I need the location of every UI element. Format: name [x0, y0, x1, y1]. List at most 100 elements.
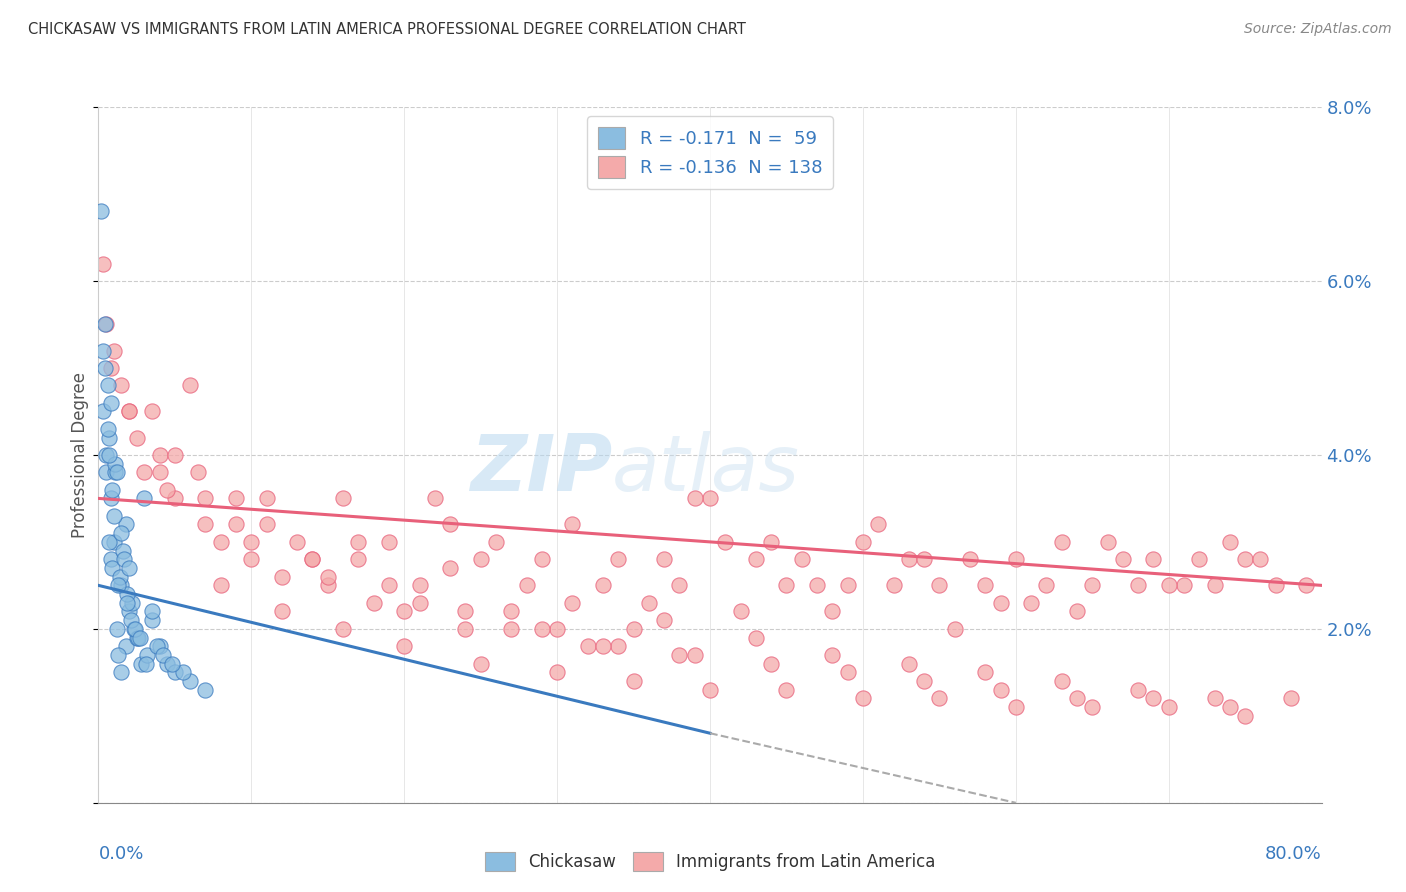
- Point: [1128, 578, 1150, 592]
- Point: [561, 517, 583, 532]
- Point: [270, 605, 294, 619]
- Point: [120, 613, 142, 627]
- Point: [240, 535, 263, 549]
- Point: [270, 570, 294, 584]
- Point: [378, 535, 401, 549]
- Point: [1204, 691, 1226, 706]
- Point: [592, 578, 614, 592]
- Point: [761, 657, 783, 671]
- Point: [118, 404, 141, 418]
- Point: [439, 561, 461, 575]
- Point: [332, 491, 354, 506]
- Point: [105, 622, 128, 636]
- Point: [1081, 578, 1104, 592]
- Text: Source: ZipAtlas.com: Source: ZipAtlas.com: [1244, 22, 1392, 37]
- Point: [990, 596, 1012, 610]
- Point: [897, 657, 920, 671]
- Point: [152, 648, 174, 662]
- Point: [516, 578, 538, 592]
- Point: [852, 535, 875, 549]
- Point: [332, 622, 354, 636]
- Point: [638, 596, 661, 610]
- Point: [1142, 552, 1164, 566]
- Point: [623, 674, 645, 689]
- Point: [172, 665, 194, 680]
- Point: [103, 343, 125, 358]
- Point: [501, 605, 523, 619]
- Point: [134, 466, 156, 480]
- Point: [652, 552, 675, 566]
- Point: [101, 483, 124, 497]
- Point: [454, 622, 477, 636]
- Point: [392, 605, 416, 619]
- Point: [100, 552, 122, 566]
- Point: [117, 587, 139, 601]
- Point: [128, 631, 150, 645]
- Point: [91, 404, 114, 418]
- Point: [105, 466, 128, 480]
- Point: [118, 404, 141, 418]
- Point: [209, 578, 232, 592]
- Point: [125, 631, 148, 645]
- Point: [990, 682, 1012, 697]
- Point: [163, 491, 186, 506]
- Point: [683, 491, 706, 506]
- Point: [1128, 682, 1150, 697]
- Point: [1219, 535, 1241, 549]
- Point: [98, 535, 121, 549]
- Point: [97, 422, 120, 436]
- Point: [1234, 708, 1257, 723]
- Point: [118, 561, 141, 575]
- Point: [1142, 691, 1164, 706]
- Point: [943, 622, 966, 636]
- Point: [607, 639, 630, 653]
- Point: [110, 526, 132, 541]
- Point: [145, 639, 167, 653]
- Point: [110, 665, 132, 680]
- Point: [104, 466, 127, 480]
- Point: [225, 491, 247, 506]
- Point: [974, 578, 997, 592]
- Point: [607, 552, 630, 566]
- Point: [1066, 605, 1088, 619]
- Text: 0.0%: 0.0%: [98, 845, 143, 863]
- Point: [301, 552, 323, 566]
- Point: [378, 578, 401, 592]
- Point: [347, 535, 370, 549]
- Point: [561, 596, 583, 610]
- Point: [104, 457, 127, 471]
- Point: [194, 517, 217, 532]
- Point: [316, 578, 339, 592]
- Point: [470, 552, 492, 566]
- Point: [1112, 552, 1135, 566]
- Point: [1035, 578, 1057, 592]
- Point: [187, 466, 209, 480]
- Point: [101, 561, 124, 575]
- Point: [530, 552, 553, 566]
- Point: [1234, 552, 1257, 566]
- Point: [821, 605, 844, 619]
- Point: [974, 665, 997, 680]
- Point: [91, 343, 114, 358]
- Point: [134, 491, 156, 506]
- Point: [897, 552, 920, 566]
- Point: [118, 605, 141, 619]
- Legend: Chickasaw, Immigrants from Latin America: Chickasaw, Immigrants from Latin America: [478, 846, 942, 878]
- Point: [912, 674, 935, 689]
- Point: [837, 665, 859, 680]
- Point: [821, 648, 844, 662]
- Point: [485, 535, 508, 549]
- Point: [256, 517, 278, 532]
- Point: [94, 466, 117, 480]
- Point: [546, 665, 568, 680]
- Point: [1081, 700, 1104, 714]
- Point: [928, 578, 950, 592]
- Point: [163, 448, 186, 462]
- Point: [1157, 700, 1180, 714]
- Point: [363, 596, 385, 610]
- Text: atlas: atlas: [612, 431, 800, 507]
- Point: [775, 578, 797, 592]
- Point: [141, 605, 163, 619]
- Point: [156, 483, 179, 497]
- Point: [806, 578, 828, 592]
